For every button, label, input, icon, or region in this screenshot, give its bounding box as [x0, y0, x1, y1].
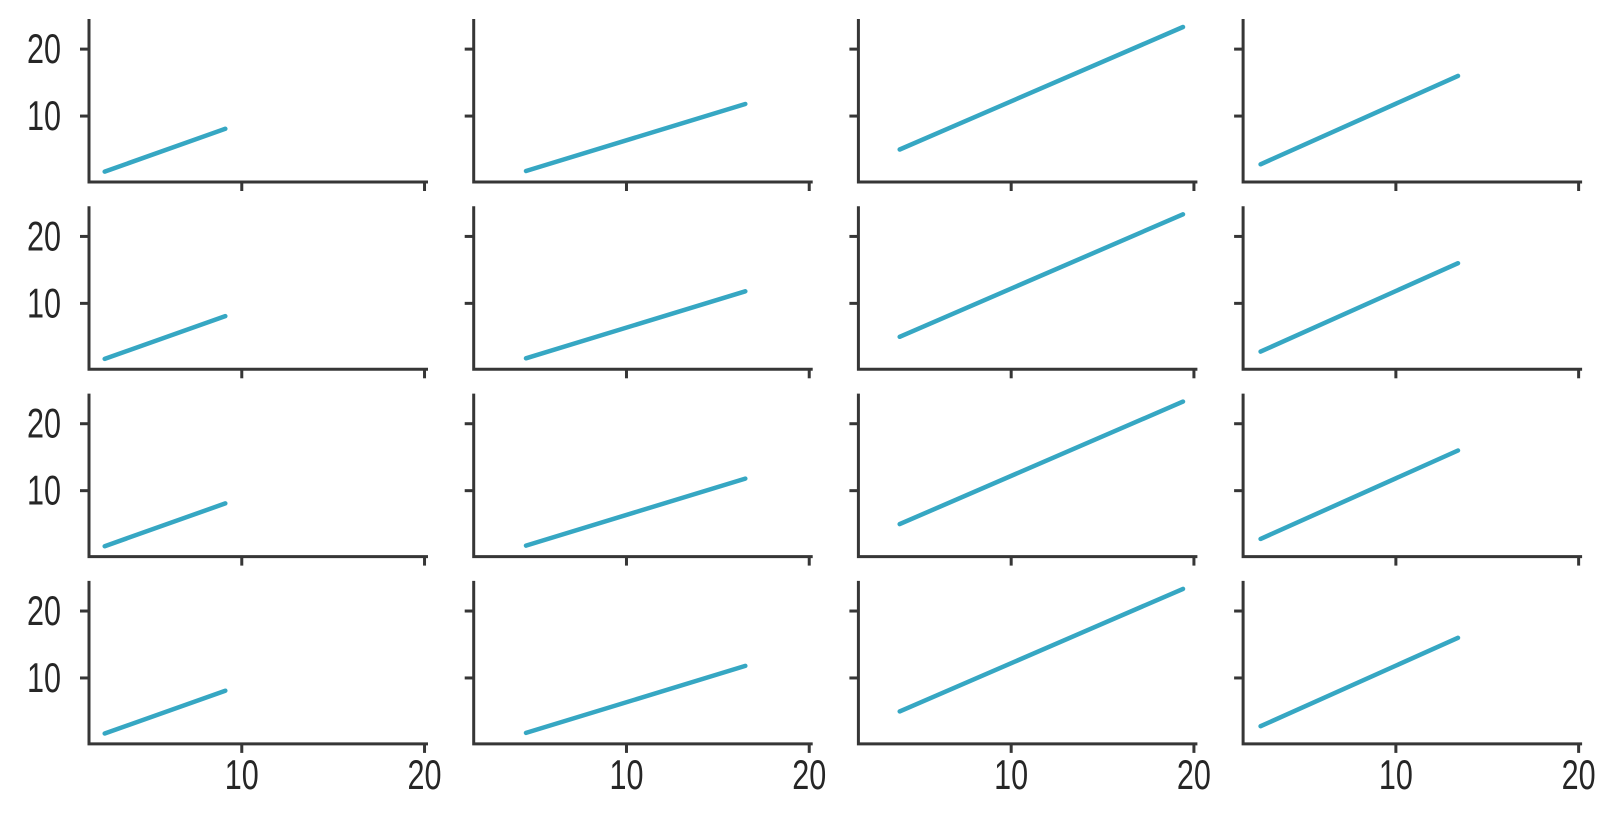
y-tick-label: 10	[27, 92, 61, 139]
line-series-column-1	[102, 313, 228, 362]
y-tick-label: 10	[27, 654, 61, 701]
x-tick-label: 10	[225, 751, 259, 798]
y-tick-label: 20	[27, 400, 61, 447]
subplot-r3c2	[464, 393, 813, 566]
line-series-column-1	[102, 501, 228, 549]
line-series-column-4	[1258, 260, 1461, 354]
x-tick-label: 10	[994, 751, 1028, 798]
line-series-column-2	[523, 476, 748, 548]
axes-spines	[472, 206, 813, 371]
line-series-column-4	[1258, 73, 1461, 167]
line-series-column-3	[897, 399, 1186, 527]
line-series-column-1	[102, 126, 228, 174]
subplot-r2c3	[849, 206, 1198, 379]
subplot-r4c2: 10 20	[464, 580, 826, 798]
x-tick-label: 20	[408, 751, 442, 798]
line-series-column-2	[523, 663, 748, 736]
axes-spines	[1241, 580, 1583, 746]
axes-spines	[87, 393, 428, 559]
axes-spines	[1241, 206, 1583, 371]
subplot-r3c4	[1234, 393, 1583, 566]
axes-spines	[87, 19, 428, 184]
line-series-column-4	[1258, 635, 1461, 729]
y-tick-label: 10	[27, 467, 61, 514]
x-tick-label: 10	[1379, 751, 1413, 798]
line-series-column-4	[1258, 448, 1461, 542]
line-series-column-2	[523, 289, 748, 361]
axes-spines	[856, 580, 1198, 746]
x-tick-label: 20	[792, 751, 826, 798]
axes-spines	[856, 206, 1198, 371]
y-tick-label: 20	[27, 212, 61, 259]
axes-spines	[1241, 393, 1583, 559]
subplot-r3c3	[849, 393, 1198, 566]
line-series-column-3	[897, 586, 1186, 714]
axes-spines	[87, 206, 428, 371]
axes-spines	[856, 393, 1198, 559]
subplot-r2c2	[464, 206, 813, 379]
subplot-r2c4	[1234, 206, 1583, 379]
axes-spines	[472, 393, 813, 559]
x-tick-label: 20	[1177, 751, 1211, 798]
axes-spines	[856, 19, 1198, 184]
x-tick-label: 20	[1562, 751, 1596, 798]
axes-spines	[472, 580, 813, 746]
axes-spines	[87, 580, 428, 746]
line-series-column-2	[523, 101, 748, 174]
y-tick-label: 20	[27, 25, 61, 72]
y-tick-label: 10	[27, 279, 61, 326]
subplot-r4c3: 10 20	[849, 580, 1211, 798]
subplot-r1c4	[1234, 19, 1583, 191]
axes-spines	[1241, 19, 1583, 184]
subplot-r1c2	[464, 19, 813, 191]
y-tick-label: 20	[27, 587, 61, 634]
subplot-r4c4: 10 20	[1234, 580, 1596, 798]
line-series-column-3	[897, 24, 1186, 152]
axes-spines	[472, 19, 813, 184]
line-series-column-3	[897, 212, 1186, 340]
x-tick-label: 10	[609, 751, 643, 798]
subplot-r4c1: 10 20 10 20	[27, 580, 442, 798]
subplot-r1c3	[849, 19, 1198, 191]
line-series-column-1	[102, 688, 228, 736]
